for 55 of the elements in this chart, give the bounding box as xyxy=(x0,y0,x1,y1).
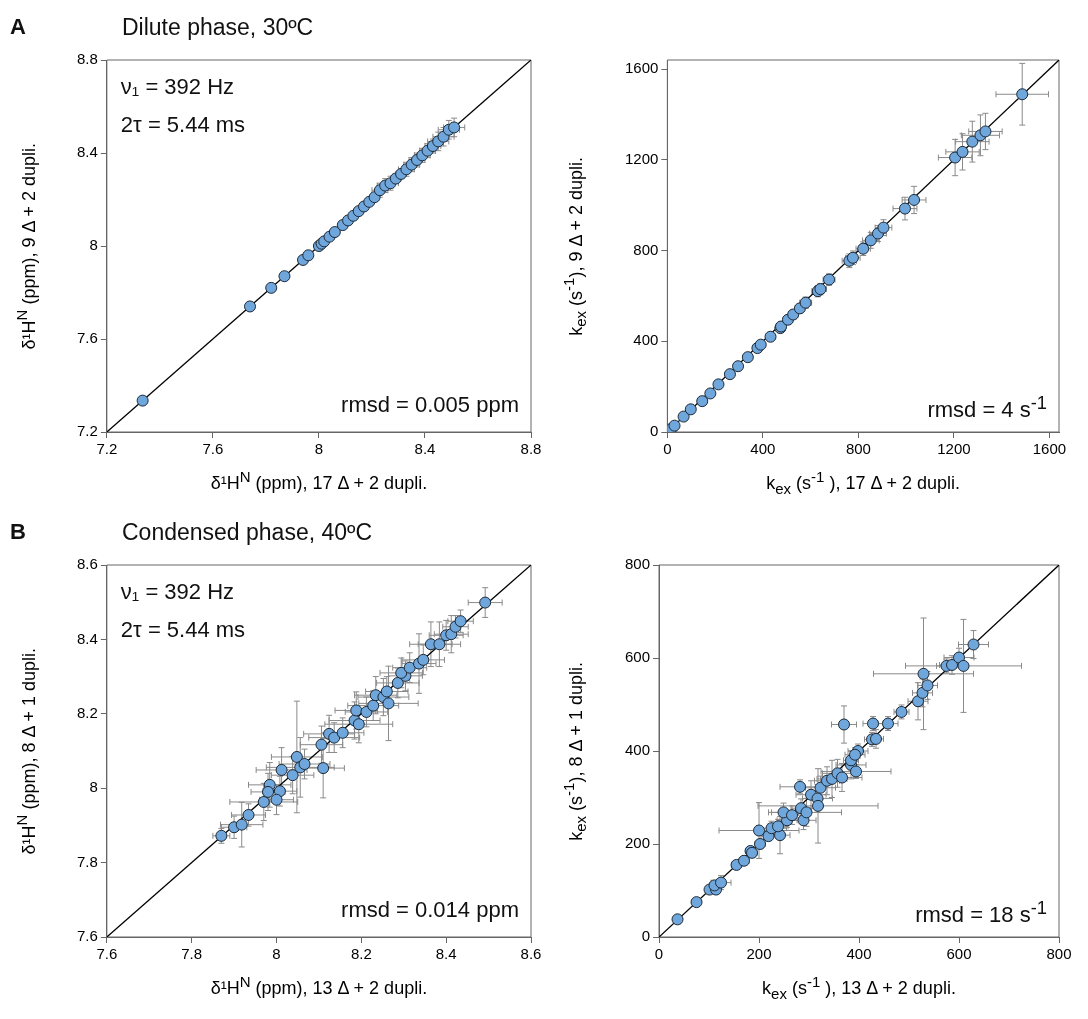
x-tick-label: 7.8 xyxy=(181,945,203,963)
x-tick-label: 8.4 xyxy=(414,440,436,458)
y-tick-label: 7.2 xyxy=(76,422,98,440)
y-tick-label: 8.4 xyxy=(76,143,98,161)
y-tick-label: 8 xyxy=(89,778,98,796)
annotation: 2τ = 5.44 ms xyxy=(120,112,246,137)
y-tick-label: 8.4 xyxy=(76,629,98,647)
chart-title: Dilute phase, 30ºC xyxy=(122,14,314,40)
text: B xyxy=(10,519,26,544)
y-tick-label: 400 xyxy=(625,741,651,759)
y-tick-label: 8.2 xyxy=(76,703,98,721)
x-tick-label: 600 xyxy=(946,945,972,963)
x-tick-label: 200 xyxy=(746,945,772,963)
annotation: rmsd = 4 s$^{-1}$ xyxy=(927,392,1047,423)
x-tick-label: 8.4 xyxy=(435,945,457,963)
x-tick-label: 1200 xyxy=(937,440,971,458)
annotation: ν₁ = 392 Hz xyxy=(120,74,235,99)
x-tick-label: 8 xyxy=(272,945,281,963)
annotation: rmsd = 0.014 ppm xyxy=(341,897,519,922)
text: A xyxy=(10,14,26,39)
x-tick-label: 400 xyxy=(846,945,872,963)
y-tick-label: 200 xyxy=(625,834,651,852)
y-tick-label: 0 xyxy=(641,927,651,945)
y-tick-label: 1200 xyxy=(624,149,659,167)
annotation: rmsd = 0.005 ppm xyxy=(341,392,519,417)
annotation: rmsd = 18 s$^{-1}$ xyxy=(915,897,1047,928)
x-tick-label: 7.6 xyxy=(202,440,224,458)
chart-title: Condensed phase, 40ºC xyxy=(122,519,373,545)
y-tick-label: 800 xyxy=(625,555,651,573)
x-tick-label: 0 xyxy=(663,440,672,458)
y-tick-label: 800 xyxy=(633,240,659,258)
x-tick-label: 1600 xyxy=(1032,440,1067,458)
x-axis-title: δ¹H$^{N}$ (ppm), 17 Δ + 2 dupli. xyxy=(210,468,428,493)
x-tick-label: 8.6 xyxy=(520,945,542,963)
y-tick-label: 7.6 xyxy=(76,927,98,945)
y-tick-label: 8 xyxy=(89,236,98,254)
x-tick-label: 800 xyxy=(1046,945,1072,963)
x-tick-label: 8.8 xyxy=(520,440,542,458)
x-axis-title: k$_{ex}$ (s$^{-1}$ ), 13 Δ + 2 dupli. xyxy=(762,973,956,1002)
x-tick-label: 800 xyxy=(845,440,871,458)
x-tick-label: 8.2 xyxy=(350,945,372,963)
x-tick-label: 8 xyxy=(314,440,324,458)
y-tick-label: 400 xyxy=(633,331,659,349)
y-tick-label: 600 xyxy=(625,648,651,666)
annotation: ν₁ = 392 Hz xyxy=(120,579,235,604)
y-tick-label: 8.8 xyxy=(76,50,98,68)
y-tick-label: 1600 xyxy=(624,59,659,77)
y-tick-label: 7.6 xyxy=(76,329,98,347)
y-tick-label: 7.8 xyxy=(76,852,98,870)
y-tick-label: 0 xyxy=(650,422,659,440)
x-axis-title: k$_{ex}$ (s$^{-1}$ ), 17 Δ + 2 dupli. xyxy=(766,468,961,497)
x-axis-title: δ¹H$^{N}$ (ppm), 13 Δ + 2 dupli. xyxy=(210,973,428,998)
x-tick-label: 400 xyxy=(750,440,776,458)
annotation: 2τ = 5.44 ms xyxy=(120,617,246,642)
y-tick-label: 8.6 xyxy=(76,555,98,573)
